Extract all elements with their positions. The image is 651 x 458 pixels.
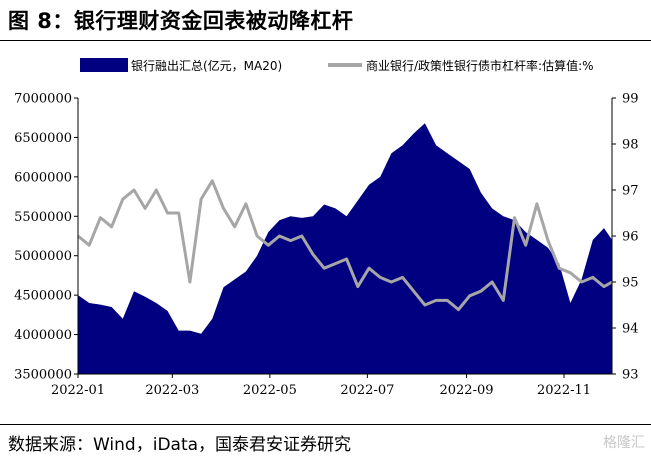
source-note: 数据来源：Wind，iData，国泰君安证券研究: [8, 435, 352, 455]
left-tick-label: 5000000: [14, 249, 72, 264]
page-title: 图 8：银行理财资金回表被动降杠杆: [8, 9, 354, 33]
left-tick-label: 4000000: [14, 328, 72, 343]
x-tick-label: 2022-09: [439, 383, 493, 398]
right-tick-label: 97: [622, 184, 639, 199]
x-tick-label: 2022-07: [340, 383, 394, 398]
left-tick-label: 3500000: [14, 368, 72, 383]
source-divider: [0, 424, 651, 425]
legend: 银行融出汇总(亿元，MA20) 商业银行/政策性银行债市杠杆率:估算值:%: [80, 58, 594, 73]
left-y-axis: 3500000 4000000 4500000 5000000 5500000 60000…: [14, 92, 78, 383]
series-area-bank-lending: [78, 123, 612, 374]
left-tick-label: 4500000: [14, 289, 72, 304]
plot-area: [77, 98, 613, 375]
legend-swatch-area: [80, 58, 128, 72]
right-tick-label: 93: [622, 368, 639, 383]
left-tick-label: 6000000: [14, 170, 72, 185]
legend-label-area: 银行融出汇总(亿元，MA20): [131, 58, 282, 73]
series-line-leverage-ratio: [77, 179, 613, 312]
chart: 3500000 4000000 4500000 5000000 5500000 60000…: [14, 58, 639, 398]
right-tick-label: 98: [622, 138, 639, 153]
left-tick-label: 5500000: [14, 210, 72, 225]
left-tick-label: 6500000: [14, 131, 72, 146]
right-tick-label: 95: [622, 276, 639, 291]
right-tick-label: 96: [622, 230, 639, 245]
title-divider: [0, 40, 651, 41]
legend-label-line: 商业银行/政策性银行债市杠杆率:估算值:%: [366, 58, 594, 73]
right-tick-label: 94: [622, 322, 639, 337]
right-tick-label: 99: [622, 92, 639, 107]
right-y-axis: 93 94 95 96 97 98 99: [612, 92, 639, 383]
x-tick-label: 2022-05: [243, 383, 297, 398]
x-tick-label: 2022-03: [145, 383, 199, 398]
x-axis: 2022-01 2022-03 2022-05 2022-07 2022-09 2022-…: [51, 374, 591, 398]
x-tick-label: 2022-11: [537, 383, 591, 398]
left-tick-label: 7000000: [14, 92, 72, 107]
x-tick-label: 2022-01: [51, 383, 105, 398]
watermark: 格隆汇: [603, 435, 645, 451]
